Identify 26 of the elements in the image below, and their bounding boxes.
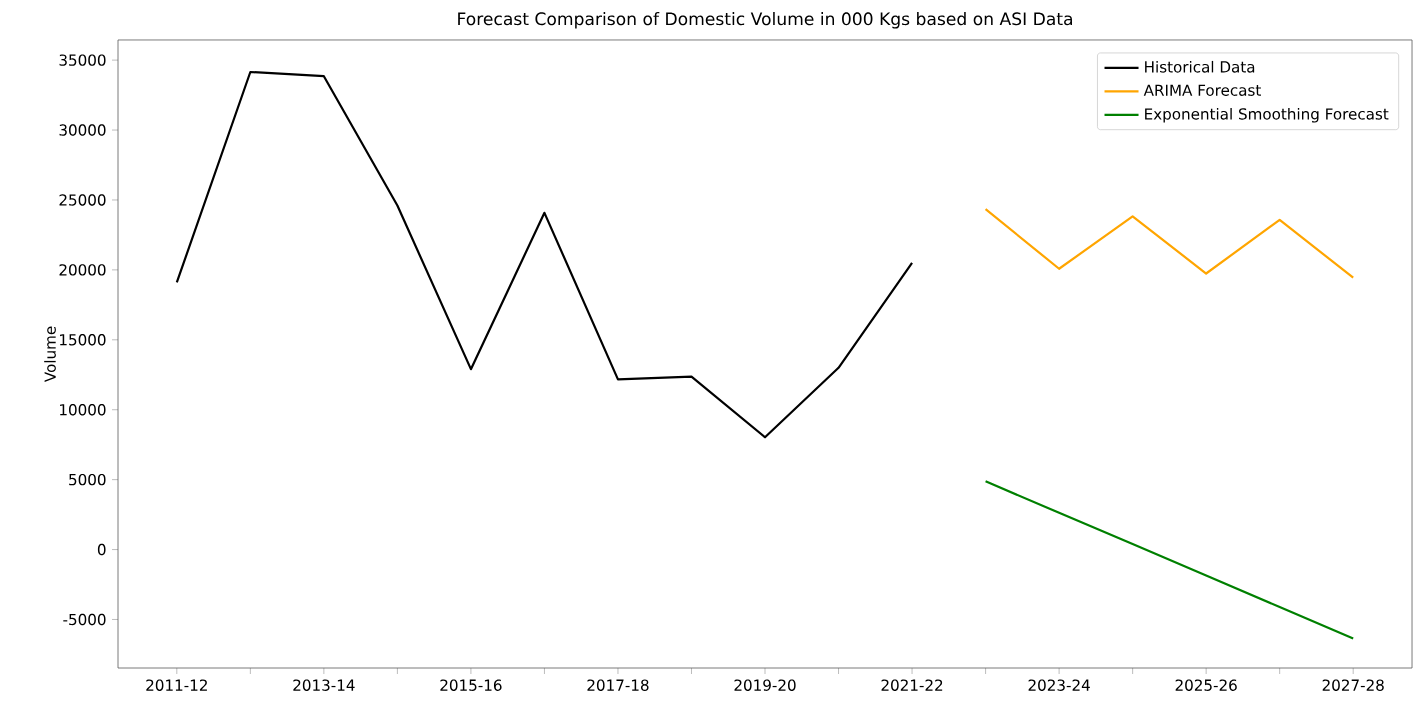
y-tick-label: 20000: [59, 264, 106, 276]
y-axis-title: Volume: [44, 326, 56, 383]
y-tick-label: 0: [97, 543, 106, 556]
legend-label: ARIMA Forecast: [1143, 84, 1261, 96]
x-tick-label: 2019-20: [734, 679, 796, 691]
y-tick-label: 35000: [59, 54, 106, 66]
y-tick-label: 15000: [60, 334, 106, 346]
chart-title: Forecast Comparison of Domestic Volume in 000 Kgs based on ASI Data: [458, 12, 1072, 29]
line-series: [175, 70, 914, 439]
x-tick-label: 2017-18: [587, 679, 649, 691]
x-tick-label: 2013-14: [293, 679, 355, 691]
x-tick-label: 2027-28: [1322, 679, 1384, 691]
x-tick-label: 2015-16: [440, 679, 502, 691]
legend-label: Historical Data: [1145, 60, 1255, 73]
y-tick-label: -5000: [63, 613, 106, 626]
legend-label: Exponential Smoothing Forecast: [1145, 107, 1389, 123]
y-tick-label: 30000: [59, 124, 106, 136]
line-series: [984, 208, 1355, 279]
x-tick-label: 2011-12: [146, 679, 207, 691]
y-tick-label: 25000: [59, 194, 106, 206]
y-tick-label: 10000: [60, 403, 106, 416]
line-series: [984, 480, 1355, 640]
y-tick-label: 5000: [69, 473, 106, 486]
x-tick-label: 2023-24: [1028, 679, 1090, 691]
x-tick-label: 2021-22: [881, 679, 943, 691]
x-tick-label: 2025-26: [1175, 679, 1237, 691]
